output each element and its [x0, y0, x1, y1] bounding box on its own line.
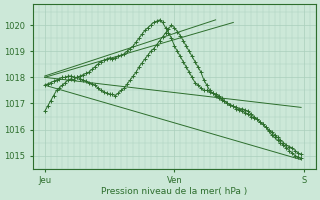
X-axis label: Pression niveau de la mer( hPa ): Pression niveau de la mer( hPa )	[101, 187, 247, 196]
